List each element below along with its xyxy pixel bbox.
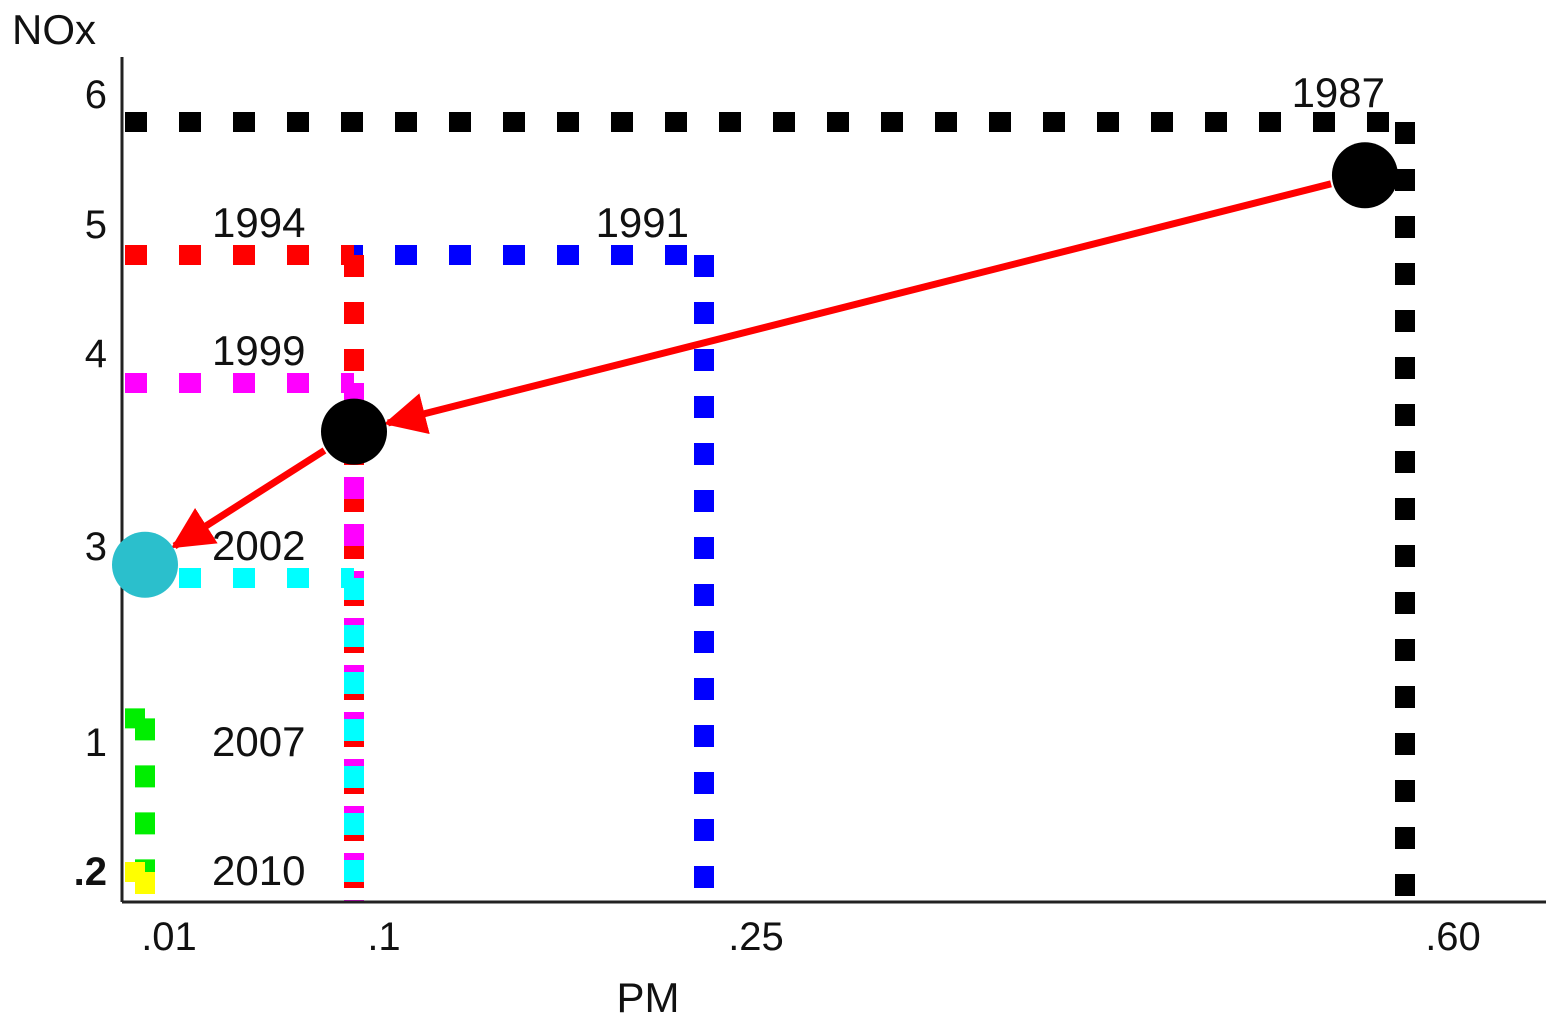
x-tick-label: .60 xyxy=(1425,915,1481,959)
standards-layer xyxy=(125,112,1415,902)
y-tick-label: 5 xyxy=(85,203,107,247)
year-label-1991: 1991 xyxy=(596,199,689,246)
x-axis-title: PM xyxy=(617,974,680,1021)
y-tick-label: 1 xyxy=(85,721,107,765)
year-label-1999: 1999 xyxy=(212,327,305,374)
year-label-2010: 2010 xyxy=(212,847,305,894)
labels-layer: 1987 1991 1994 1999 2002 2007 2010 xyxy=(212,69,1385,894)
year-label-1987: 1987 xyxy=(1292,69,1385,116)
markers-layer xyxy=(112,142,1398,598)
y-tick-label: .2 xyxy=(74,850,107,894)
y-tick-label: 4 xyxy=(85,332,107,376)
x-tick-label: .01 xyxy=(141,915,197,959)
x-tick-label: .1 xyxy=(367,915,400,959)
ticks-layer: .2 1 3 4 5 6 .01 .1 .25 .60 xyxy=(74,73,1481,959)
trend-arrow-1 xyxy=(383,180,1332,435)
x-tick-label: .25 xyxy=(728,915,784,959)
axes-layer xyxy=(120,57,1546,904)
arrows-layer xyxy=(170,180,1332,549)
y-axis-title: NOx xyxy=(12,6,96,53)
year-label-2007: 2007 xyxy=(212,718,305,765)
year-label-1994: 1994 xyxy=(212,199,305,246)
year-label-2002: 2002 xyxy=(212,522,305,569)
y-tick-label: 6 xyxy=(85,73,107,117)
emission-marker-3 xyxy=(112,531,178,598)
y-tick-label: 3 xyxy=(85,525,107,569)
trend-arrow-2 xyxy=(170,447,327,549)
emission-marker-1 xyxy=(1331,142,1398,209)
emission-marker-2 xyxy=(321,398,387,465)
